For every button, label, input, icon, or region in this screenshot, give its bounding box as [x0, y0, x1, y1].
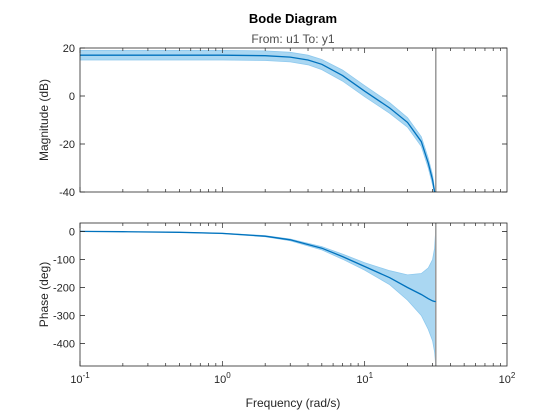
magnitude-plot-area — [80, 48, 507, 192]
chart-subtitle: From: u1 To: y1 — [251, 32, 334, 46]
phase-plot-area — [80, 223, 507, 366]
x-tick-exponent: 2 — [511, 371, 516, 380]
magnitude-plot-content — [80, 48, 437, 192]
x-tick-label: 101 — [356, 371, 373, 386]
phase-y-tick-label: 0 — [69, 226, 75, 238]
x-tick-base: 10 — [70, 374, 82, 386]
x-tick-label: 102 — [499, 371, 516, 386]
phase-axes-box — [79, 222, 508, 367]
magnitude-y-tick-label: -20 — [59, 139, 75, 151]
phase-y-tick-label: -400 — [53, 339, 75, 351]
x-tick-base: 10 — [499, 374, 511, 386]
magnitude-panel: 20 0 -20 -40 Magnitude (dB) — [37, 43, 508, 199]
magnitude-axes-box — [79, 47, 508, 193]
magnitude-y-axis-label: Magnitude (dB) — [37, 79, 51, 161]
chart-title: Bode Diagram — [249, 11, 337, 26]
magnitude-y-tick-label: -40 — [59, 187, 75, 199]
phase-response-line — [80, 230, 436, 303]
x-tick-exponent: 1 — [369, 371, 374, 380]
x-axis-label: Frequency (rad/s) — [246, 396, 341, 410]
x-tick-label: 10-1 — [70, 371, 90, 386]
x-tick-label: 100 — [214, 371, 231, 386]
phase-y-axis-label: Phase (deg) — [37, 262, 51, 327]
x-tick-base: 10 — [214, 374, 226, 386]
phase-y-tick-label: -300 — [53, 311, 75, 323]
phase-y-tick-label: -200 — [53, 282, 75, 294]
magnitude-y-tick-label: 0 — [69, 91, 75, 103]
x-tick-base: 10 — [356, 374, 368, 386]
magnitude-y-tick-label: 20 — [63, 43, 75, 55]
phase-y-tick-label: -100 — [53, 254, 75, 266]
x-tick-exponent: 0 — [226, 371, 231, 380]
x-tick-exponent: -1 — [83, 371, 91, 380]
magnitude-confidence-band — [80, 50, 437, 192]
magnitude-response-line — [80, 54, 436, 192]
phase-plot-content — [80, 223, 437, 366]
